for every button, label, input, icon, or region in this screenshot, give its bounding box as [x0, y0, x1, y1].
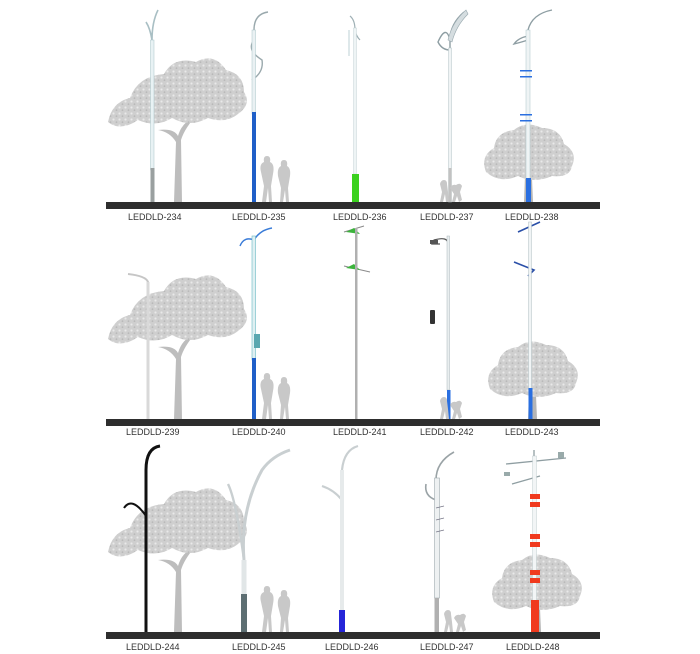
pole-LEDDLD-238: LEDDLD-238: [484, 9, 574, 222]
model-label: LEDDLD-238: [505, 212, 559, 222]
tree-icon: [108, 58, 247, 202]
model-label: LEDDLD-240: [232, 427, 286, 437]
catalog-row-2: LEDDLD-239 LEDDLD-240 LEDDLD-241: [106, 221, 600, 437]
pole-LEDDLD-235: LEDDLD-235: [232, 11, 291, 222]
model-label: LEDDLD-247: [420, 642, 474, 652]
pole-LEDDLD-247: LEDDLD-247: [420, 451, 474, 652]
pole-LEDDLD-248: LEDDLD-248: [492, 450, 582, 652]
tree-icon: [488, 341, 578, 419]
model-label: LEDDLD-243: [505, 427, 559, 437]
model-label: LEDDLD-241: [333, 427, 387, 437]
catalog-row-1: LEDDLD-234 LEDDLD-235 LEDDLD-236 LEDDLD-…: [106, 9, 600, 222]
pole-LEDDLD-246: LEDDLD-246: [321, 444, 379, 652]
pedestrians-icon: [260, 586, 291, 632]
model-label: LEDDLD-244: [126, 642, 180, 652]
kids-icon: [444, 610, 466, 632]
pole-LEDDLD-244: LEDDLD-244: [108, 444, 247, 652]
pole-LEDDLD-245: LEDDLD-245: [226, 448, 291, 652]
pole-LEDDLD-237: LEDDLD-237: [420, 9, 474, 222]
ground-strip: [106, 632, 600, 639]
model-label: LEDDLD-245: [232, 642, 286, 652]
pole-LEDDLD-242: LEDDLD-242: [420, 235, 474, 437]
model-label: LEDDLD-239: [126, 427, 180, 437]
model-label: LEDDLD-236: [333, 212, 387, 222]
pole-LEDDLD-236: LEDDLD-236: [333, 15, 387, 222]
model-label: LEDDLD-242: [420, 427, 474, 437]
model-label: LEDDLD-234: [128, 212, 182, 222]
pole-LEDDLD-241: LEDDLD-241: [333, 225, 387, 437]
pole-LEDDLD-240: LEDDLD-240: [232, 227, 291, 437]
pole-LEDDLD-239: LEDDLD-239: [108, 273, 247, 437]
model-label: LEDDLD-246: [325, 642, 379, 652]
pedestrians-icon: [260, 156, 291, 202]
model-label: LEDDLD-248: [506, 642, 560, 652]
model-label: LEDDLD-237: [420, 212, 474, 222]
pedestrians-icon: [260, 373, 291, 419]
catalog-row-3: LEDDLD-244 LEDDLD-245 LEDDLD-246: [106, 444, 600, 652]
tree-icon: [108, 275, 247, 419]
ground-strip: [106, 202, 600, 209]
ground-strip: [106, 419, 600, 426]
kids-icon: [440, 397, 462, 419]
pole-LEDDLD-243: LEDDLD-243: [488, 221, 578, 437]
model-label: LEDDLD-235: [232, 212, 286, 222]
pole-LEDDLD-234: LEDDLD-234: [108, 9, 247, 222]
tree-icon: [108, 488, 247, 632]
